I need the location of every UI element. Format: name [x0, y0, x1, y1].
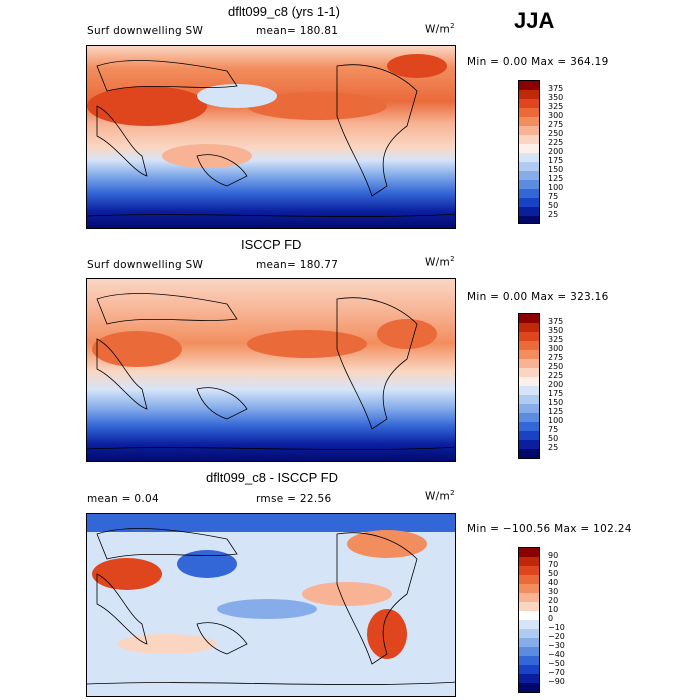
- panel3-tick-label: 40: [548, 578, 559, 587]
- panel1-tick-label: 200: [548, 147, 564, 156]
- panel2-tick-label: 150: [548, 398, 564, 407]
- panel1-tick-label: 250: [548, 129, 564, 138]
- panel2-units: W/m2: [425, 255, 455, 269]
- panel3-min-max: Min = −100.56 Max = 102.24: [467, 523, 632, 535]
- panel2-tick-label: 125: [548, 407, 564, 416]
- panel1-map: [86, 45, 456, 229]
- panel1-title: dflt099_c8 (yrs 1-1): [228, 4, 340, 19]
- panel2-tick-label: 25: [548, 443, 559, 452]
- panel2-tick-label: 200: [548, 380, 564, 389]
- panel1-tick-label: 25: [548, 210, 559, 219]
- panel1-tick-label: 100: [548, 183, 564, 192]
- panel3-colorbar: [518, 547, 540, 693]
- season-label: JJA: [514, 8, 555, 33]
- panel3-tick-label: −30: [548, 641, 565, 650]
- panel3-tick-label: −40: [548, 650, 565, 659]
- panel3-tick-label: 10: [548, 605, 559, 614]
- panel1-units: W/m2: [425, 22, 455, 36]
- panel2-mean-label: mean= 180.77: [256, 259, 339, 271]
- panel3-rmse-label: rmse = 22.56: [256, 493, 332, 505]
- panel2-colorbar: [518, 313, 540, 459]
- panel1-tick-label: 375: [548, 84, 564, 93]
- panel2-map: [86, 278, 456, 462]
- panel3-tick-label: 50: [548, 569, 559, 578]
- panel2-tick-label: 50: [548, 434, 559, 443]
- panel1-tick-label: 275: [548, 120, 564, 129]
- panel2-variable-label: Surf downwelling SW: [87, 259, 204, 271]
- panel1-tick-label: 225: [548, 138, 564, 147]
- panel1-mean-label: mean= 180.81: [256, 25, 339, 37]
- panel2-title: ISCCP FD: [241, 237, 302, 252]
- panel1-min-max: Min = 0.00 Max = 364.19: [467, 56, 609, 68]
- panel2-tick-label: 75: [548, 425, 559, 434]
- panel1-tick-label: 300: [548, 111, 564, 120]
- panel2-tick-label: 225: [548, 371, 564, 380]
- panel3-tick-label: 30: [548, 587, 559, 596]
- panel2-min-max: Min = 0.00 Max = 323.16: [467, 291, 609, 303]
- panel1-variable-label: Surf downwelling SW: [87, 25, 204, 37]
- panel3-tick-label: −50: [548, 659, 565, 668]
- panel2-tick-label: 250: [548, 362, 564, 371]
- panel2-tick-label: 175: [548, 389, 564, 398]
- panel1-tick-label: 50: [548, 201, 559, 210]
- panel3-tick-label: 90: [548, 551, 559, 560]
- panel3-tick-label: −70: [548, 668, 565, 677]
- panel3-tick-label: 70: [548, 560, 559, 569]
- panel1-tick-label: 325: [548, 102, 564, 111]
- panel2-tick-label: 325: [548, 335, 564, 344]
- panel2-tick-label: 300: [548, 344, 564, 353]
- panel3-tick-label: 0: [548, 614, 554, 623]
- panel3-tick-label: 20: [548, 596, 559, 605]
- panel3-tick-label: −10: [548, 623, 565, 632]
- panel1-tick-label: 175: [548, 156, 564, 165]
- panel1-colorbar: [518, 80, 540, 224]
- panel3-tick-label: −20: [548, 632, 565, 641]
- panel1-tick-label: 125: [548, 174, 564, 183]
- panel3-tick-label: −90: [548, 677, 565, 686]
- panel3-units: W/m2: [425, 489, 455, 503]
- panel2-tick-label: 375: [548, 317, 564, 326]
- panel3-map: [86, 513, 456, 697]
- panel1-tick-label: 350: [548, 93, 564, 102]
- panel2-tick-label: 100: [548, 416, 564, 425]
- panel3-mean-label: mean = 0.04: [87, 493, 159, 505]
- panel1-tick-label: 75: [548, 192, 559, 201]
- panel3-title: dflt099_c8 - ISCCP FD: [206, 470, 338, 485]
- panel2-tick-label: 350: [548, 326, 564, 335]
- panel2-tick-label: 275: [548, 353, 564, 362]
- panel1-tick-label: 150: [548, 165, 564, 174]
